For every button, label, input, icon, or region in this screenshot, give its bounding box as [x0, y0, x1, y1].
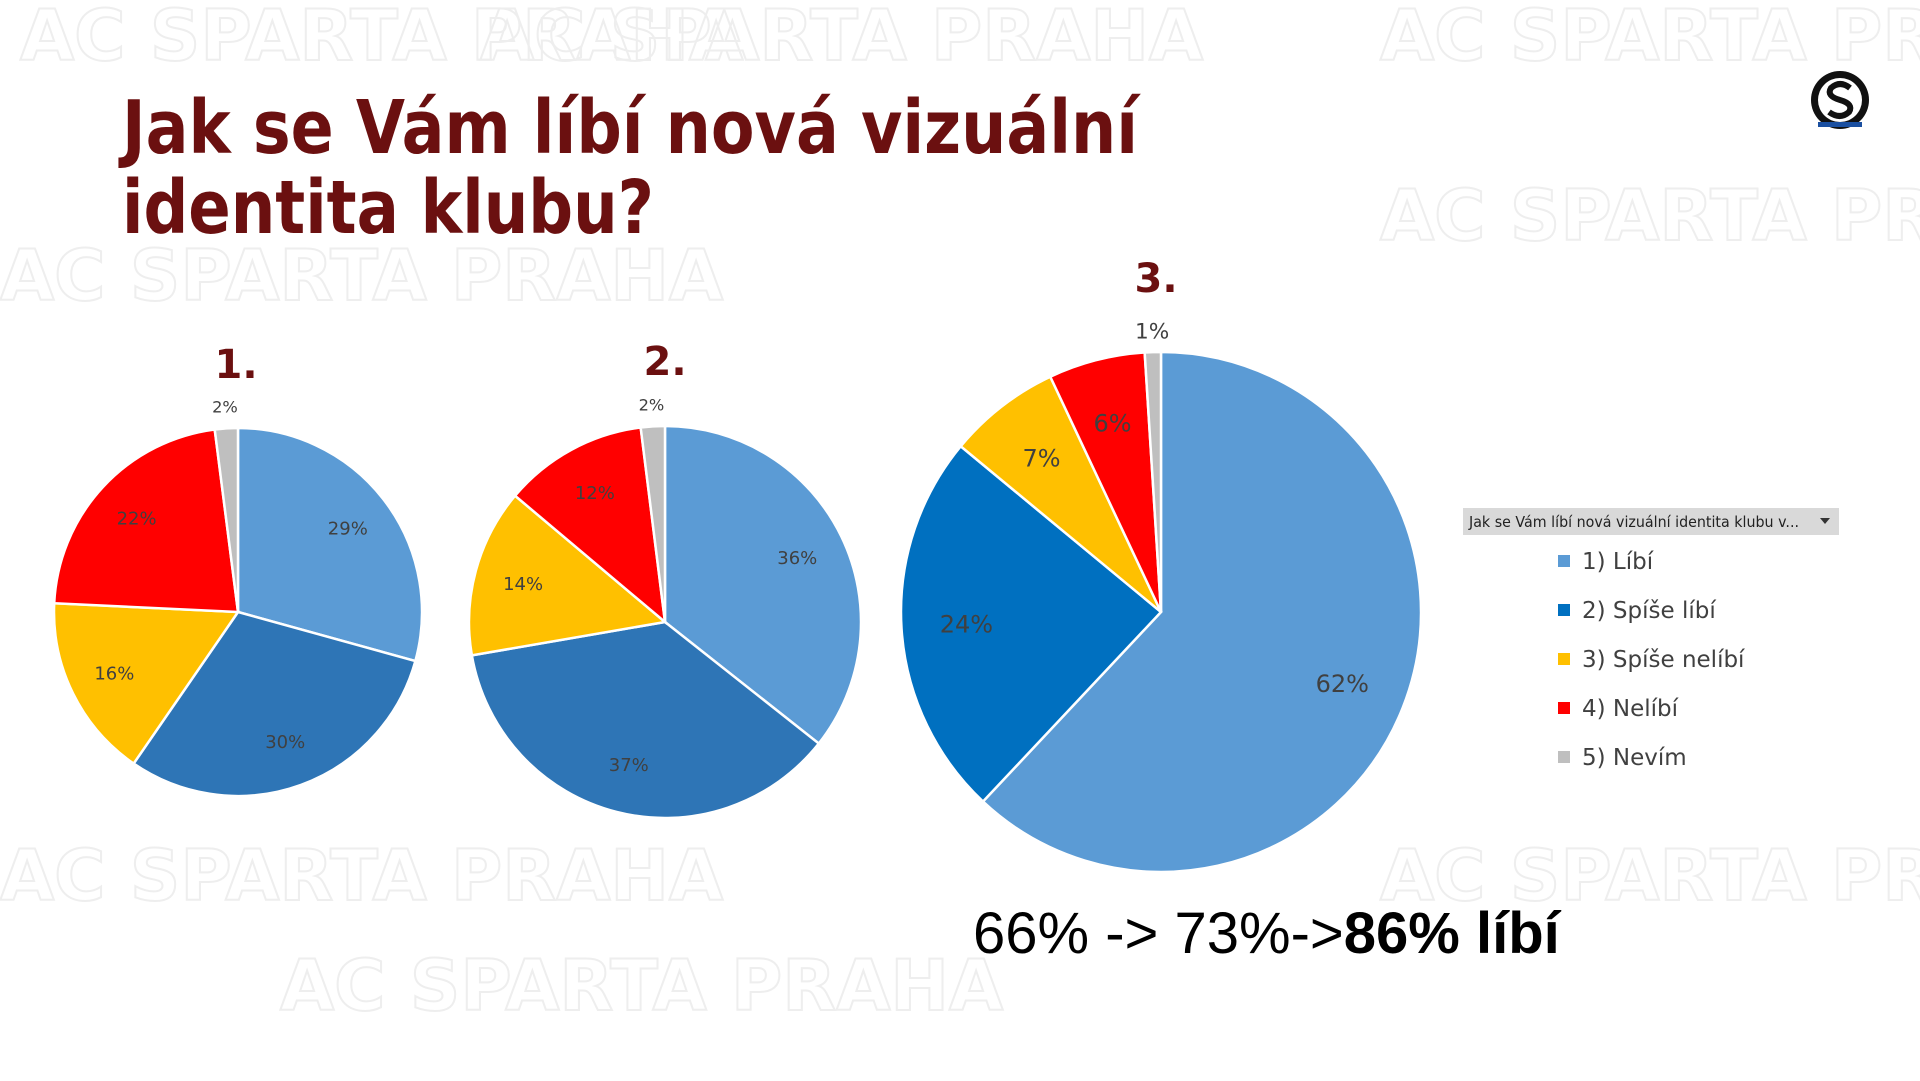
pie-slice — [213, 426, 240, 613]
pie-slice — [981, 350, 1423, 874]
pie-slice — [1143, 350, 1163, 613]
pie-slice — [663, 424, 863, 746]
data-label: 2% — [212, 398, 238, 417]
data-label: 62% — [1316, 670, 1369, 698]
data-label: 6% — [1093, 410, 1131, 438]
legend: Jak se Vám líbí nová vizuální identita k… — [1463, 508, 1839, 771]
legend-label: 4) Nelíbí — [1582, 696, 1679, 722]
dropdown-arrow[interactable] — [1820, 518, 1830, 524]
watermark-text: AC SPARTA PRAHA — [1380, 0, 1920, 77]
logo-band — [1818, 122, 1862, 127]
watermark-text: AC SPARTA PRAHA — [280, 945, 1003, 1027]
data-label: 1% — [1135, 320, 1169, 345]
pie-slice — [639, 424, 667, 623]
legend-header — [1463, 508, 1839, 535]
logo-mark — [1826, 81, 1854, 119]
pie-slice — [52, 601, 241, 766]
watermark-text: AC SPARTA PRAHA — [1380, 835, 1920, 917]
pie-slice — [899, 444, 1163, 804]
legend-label: 5) Nevím — [1582, 745, 1687, 771]
data-label: 16% — [94, 664, 134, 685]
data-label: 36% — [777, 548, 817, 569]
legend-label: 1) Líbí — [1582, 549, 1654, 575]
watermark-text: AC SPARTA PRAHA — [20, 0, 743, 77]
logo — [1811, 71, 1869, 129]
pie-number: 2. — [643, 339, 686, 385]
pie-slice — [52, 428, 240, 614]
watermark-text: AC SPARTA PRAHA — [0, 235, 723, 317]
legend-swatch — [1558, 653, 1570, 665]
data-label: 29% — [328, 519, 368, 540]
pie-slice — [470, 620, 821, 820]
pie-number: 1. — [214, 342, 257, 388]
title-line: identita klubu? — [122, 165, 654, 251]
title-line: Jak se Vám líbí nová vizuální — [118, 85, 1141, 171]
legend-title: Jak se Vám líbí nová vizuální identita k… — [1468, 513, 1799, 531]
legend-swatch — [1558, 604, 1570, 616]
data-label: 12% — [575, 483, 615, 504]
legend-swatch — [1558, 555, 1570, 567]
data-label: 2% — [639, 396, 665, 415]
data-label: 22% — [117, 509, 157, 530]
legend-label: 3) Spíše nelíbí — [1582, 647, 1745, 673]
data-label: 30% — [265, 732, 305, 753]
pie-slice — [236, 426, 424, 663]
summary-text: 66% -> 73%-> — [973, 901, 1344, 966]
watermark-text: AC SPARTA PRAHA — [1380, 175, 1920, 257]
legend-swatch — [1558, 751, 1570, 763]
watermark-text: AC SPARTA PRAHA — [480, 0, 1203, 77]
data-label: 14% — [503, 574, 543, 595]
legend-label: 2) Spíše líbí — [1582, 598, 1716, 624]
summary-bold: 86% líbí — [1344, 901, 1562, 966]
pie-slice — [513, 426, 667, 626]
pie-slice — [467, 493, 668, 657]
legend-swatch — [1558, 702, 1570, 714]
pie-slice — [131, 610, 417, 798]
pie-slice — [958, 375, 1163, 613]
data-label: 7% — [1022, 444, 1060, 472]
summary: 66% -> 73%->86% líbí — [973, 901, 1562, 966]
watermark-text: AC SPARTA PRAHA — [0, 835, 723, 917]
pie-number: 3. — [1134, 256, 1177, 302]
data-label: 24% — [940, 611, 993, 639]
data-label: 37% — [609, 755, 649, 776]
